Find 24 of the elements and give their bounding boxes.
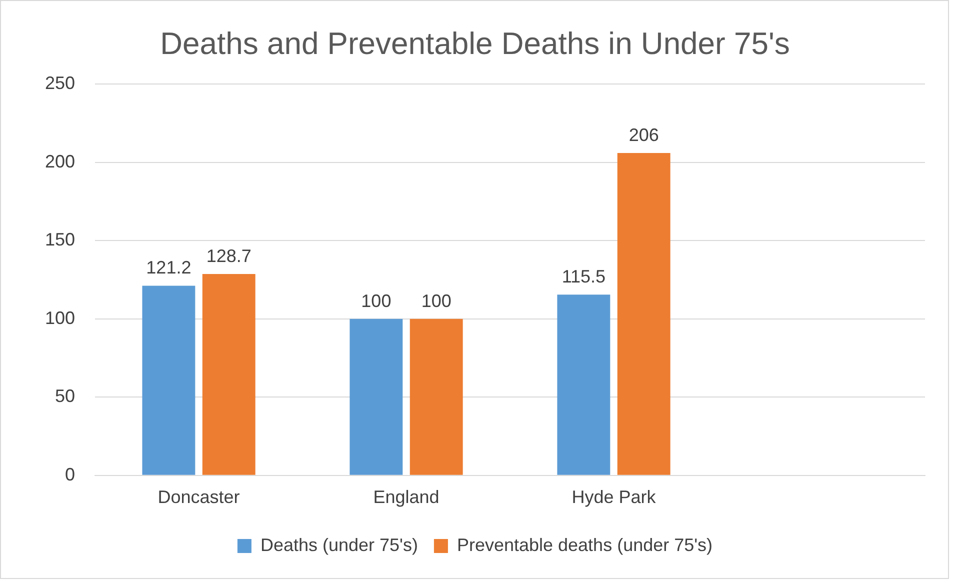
- bar: [350, 318, 403, 475]
- bar: [202, 274, 256, 475]
- data-label: 115.5: [562, 266, 606, 287]
- x-tick-label: Hyde Park: [572, 487, 657, 508]
- x-tick-label: England: [373, 487, 440, 508]
- y-tick-label: 100: [44, 308, 76, 328]
- x-tick-label: Doncaster: [158, 487, 240, 508]
- data-label: 100: [361, 290, 392, 311]
- data-label: 121.2: [146, 258, 192, 278]
- bar: [557, 294, 610, 475]
- bar: [142, 286, 196, 475]
- y-tick-label: 50: [55, 386, 76, 406]
- legend-label: Deaths (under 75's): [260, 534, 418, 555]
- y-tick-label: 200: [44, 151, 76, 172]
- data-label: 100: [421, 290, 452, 311]
- legend-label: Preventable deaths (under 75's): [456, 534, 713, 555]
- chart-title: Deaths and Preventable Deaths in Under 75's: [160, 26, 790, 62]
- y-tick-label: 250: [44, 73, 76, 94]
- data-label: 128.7: [206, 246, 252, 266]
- bar: [617, 153, 670, 475]
- y-tick-label: 150: [44, 230, 76, 250]
- y-tick-label: 0: [65, 464, 76, 484]
- data-label: 206: [628, 125, 659, 146]
- bar: [410, 318, 463, 475]
